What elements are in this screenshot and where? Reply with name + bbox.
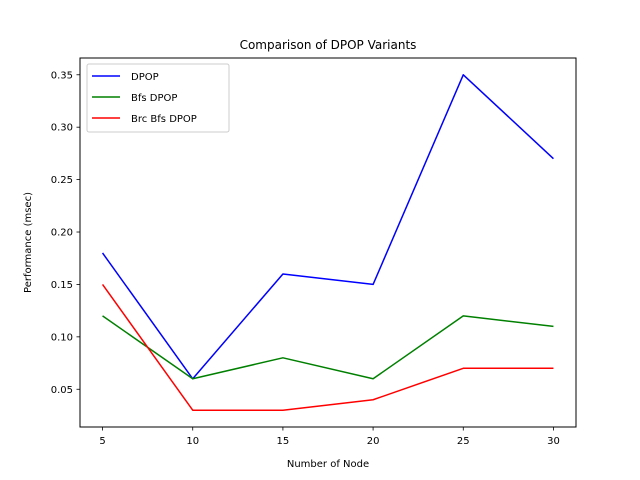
- series-line: [101, 74, 554, 380]
- x-axis-label: Number of Node: [287, 459, 369, 470]
- x-tick-label: 30: [547, 436, 560, 447]
- x-tick-label: 10: [186, 436, 199, 447]
- series-layer: [101, 74, 554, 411]
- chart-title: Comparison of DPOP Variants: [240, 38, 417, 52]
- legend-label: Bfs DPOP: [131, 93, 177, 104]
- y-tick-label: 0.25: [51, 175, 73, 186]
- x-tick-label: 25: [457, 436, 470, 447]
- plot-frame: [79, 57, 577, 428]
- y-axis-label: Performance (msec): [23, 192, 34, 293]
- y-tick-label: 0.10: [51, 332, 73, 343]
- x-tick-label: 15: [277, 436, 290, 447]
- y-tick-label: 0.20: [51, 228, 73, 239]
- legend: DPOP Bfs DPOP Brc Bfs DPOP: [86, 63, 230, 133]
- y-axis-ticks: 0.05 0.10 0.15 0.20 0.25 0.30 0.35: [51, 70, 80, 396]
- x-axis-ticks: 5 10 15 20 25 30: [99, 427, 560, 447]
- series-line: [101, 283, 554, 411]
- y-tick-label: 0.35: [51, 70, 73, 81]
- series-line: [102, 315, 554, 380]
- y-tick-label: 0.30: [51, 123, 73, 134]
- legend-box: [86, 63, 230, 133]
- legend-label: DPOP: [131, 72, 159, 83]
- x-tick-label: 5: [99, 436, 105, 447]
- legend-label: Brc Bfs DPOP: [131, 114, 197, 125]
- y-tick-label: 0.05: [51, 385, 73, 396]
- y-tick-label: 0.15: [51, 280, 73, 291]
- x-tick-label: 20: [367, 436, 380, 447]
